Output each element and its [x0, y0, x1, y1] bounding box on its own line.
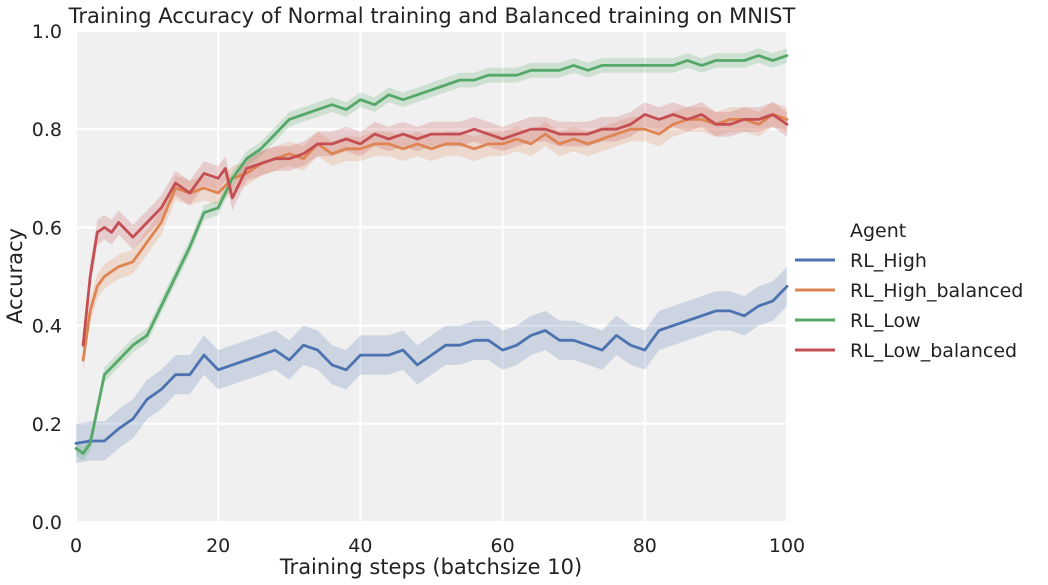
- legend-label-rl-low-balanced: RL_Low_balanced: [850, 340, 1017, 362]
- legend-label-rl-low: RL_Low: [850, 310, 921, 332]
- x-axis-label: Training steps (batchsize 10): [279, 555, 582, 579]
- series-line-rl-high-balanced: [81, 113, 789, 362]
- y-tick-label: 0.0: [32, 512, 62, 534]
- x-tick-label: 100: [769, 535, 805, 557]
- y-tick-label: 0.2: [32, 414, 62, 436]
- y-axis-ticks: 0.0 0.2 0.4 0.6 0.8 1.0: [32, 21, 62, 534]
- y-axis-label: Accuracy: [3, 228, 27, 324]
- x-tick-label: 40: [348, 535, 372, 557]
- series-line-rl-high: [74, 284, 789, 445]
- chart-title: Training Accuracy of Normal training and…: [68, 4, 796, 28]
- series-line-rl-low: [74, 54, 789, 455]
- band-rl-high-balanced: [83, 102, 788, 373]
- plot-area: [76, 31, 787, 522]
- series-lines: [74, 54, 789, 455]
- y-tick-label: 0.4: [32, 316, 62, 338]
- band-rl-low: [76, 48, 787, 461]
- series-line-rl-low-balanced: [81, 113, 789, 347]
- y-tick-label: 1.0: [32, 21, 62, 43]
- legend-label-rl-high: RL_High: [850, 250, 927, 272]
- legend: Agent RL_High RL_High_balanced RL_Low RL_Lo…: [795, 220, 1023, 362]
- legend-title: Agent: [850, 220, 906, 242]
- band-rl-high: [76, 266, 787, 464]
- legend-label-rl-high-balanced: RL_High_balanced: [850, 280, 1023, 302]
- x-axis-ticks: 0 20 40 60 80 100: [70, 535, 805, 557]
- y-tick-label: 0.6: [32, 217, 62, 239]
- x-tick-label: 0: [70, 535, 82, 557]
- y-tick-label: 0.8: [32, 119, 62, 141]
- x-tick-label: 60: [491, 535, 515, 557]
- x-tick-label: 20: [206, 535, 230, 557]
- x-tick-label: 80: [633, 535, 657, 557]
